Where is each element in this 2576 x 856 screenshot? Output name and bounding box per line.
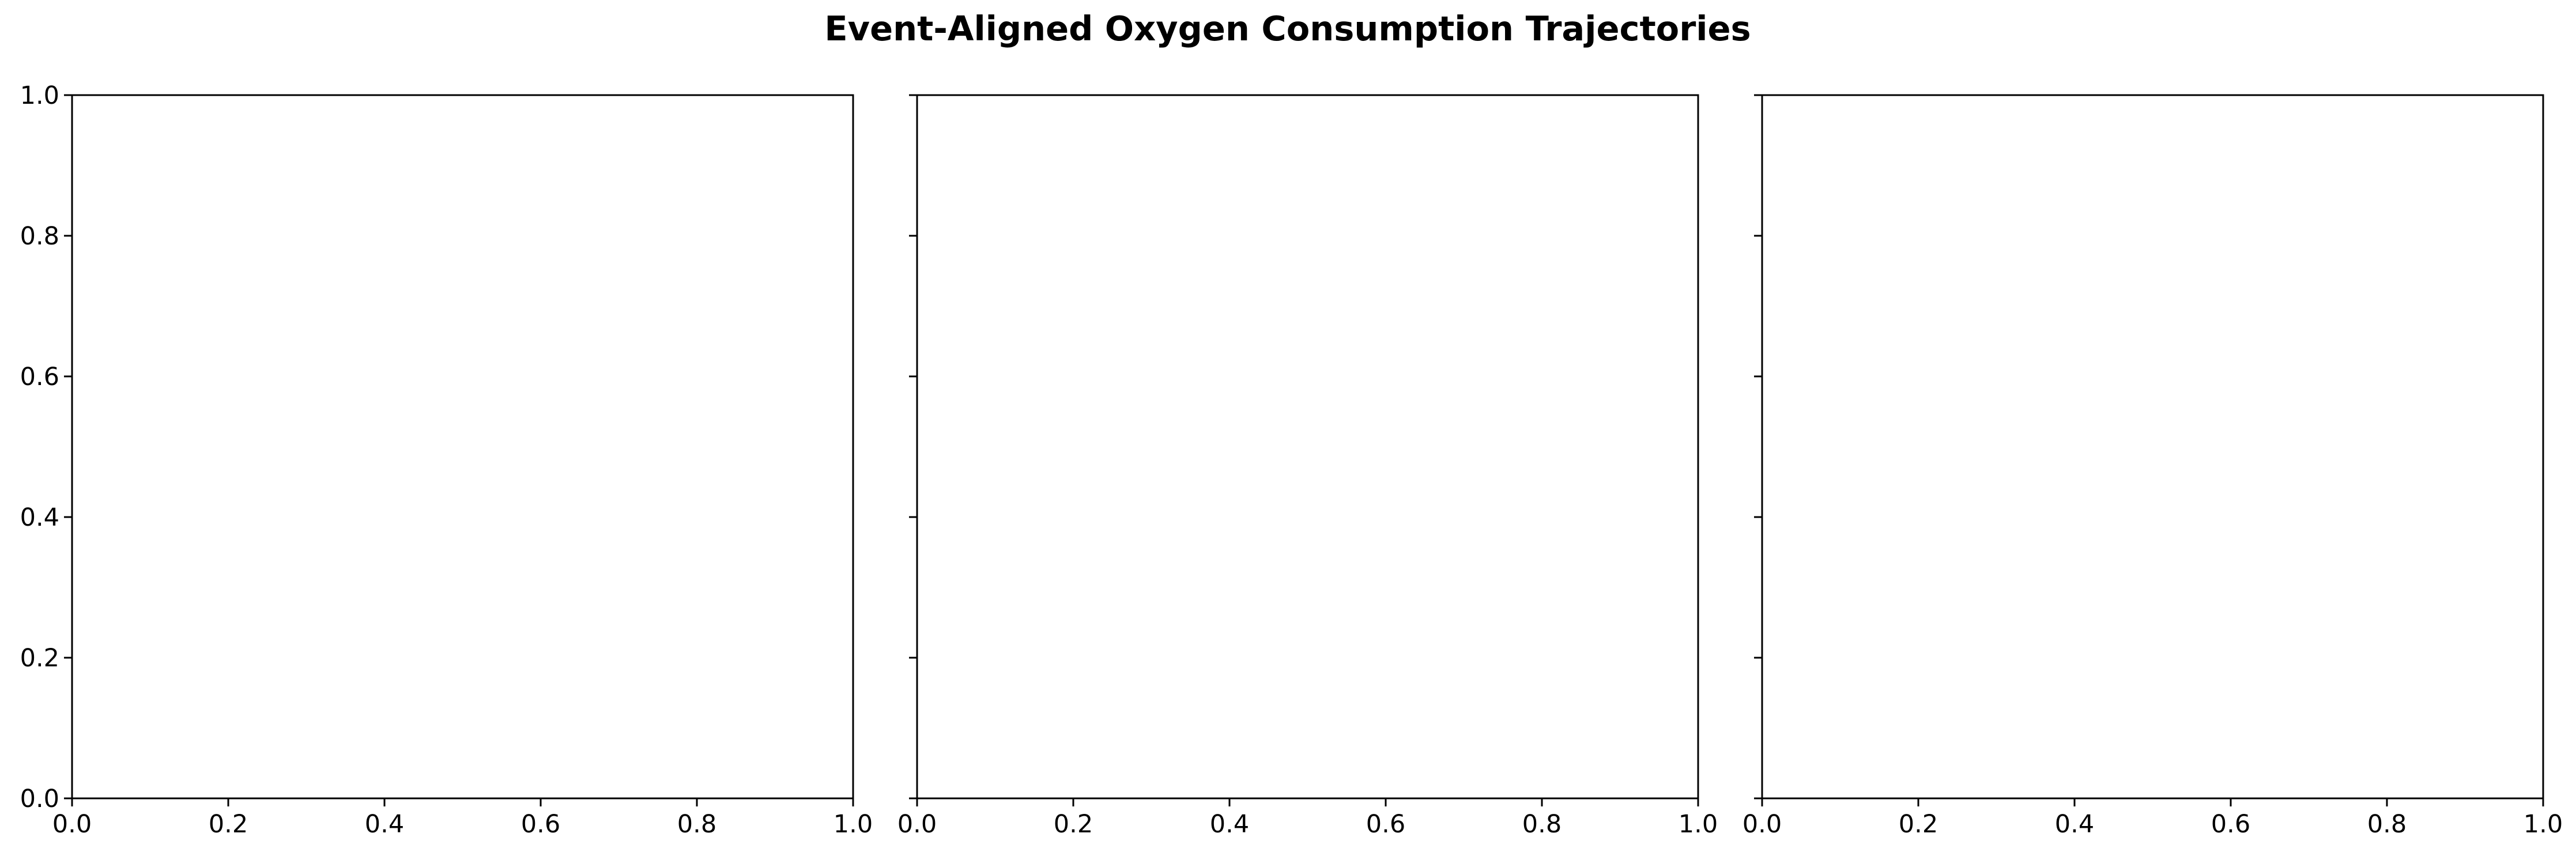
y-tick-label: 0.4 xyxy=(20,503,59,532)
x-tick-label: 0.4 xyxy=(365,810,404,839)
x-tick-label: 1.0 xyxy=(2524,810,2563,839)
x-tick-label: 0.8 xyxy=(677,810,716,839)
x-axis: 0.0 0.2 0.4 0.6 0.8 1.0 xyxy=(897,798,1718,839)
x-tick-label: 0.0 xyxy=(52,810,92,839)
y-tick-label: 0.8 xyxy=(20,222,59,251)
subplot-1: 0.0 0.2 0.4 0.6 0.8 1.0 0.0 0.2 0.4 0.6 0.8 1.0 xyxy=(20,81,873,839)
y-axis xyxy=(1754,94,1762,800)
y-axis xyxy=(909,94,917,800)
x-tick-label: 0.2 xyxy=(209,810,248,839)
x-tick-label: 0.2 xyxy=(1054,810,1093,839)
x-axis: 0.0 0.2 0.4 0.6 0.8 1.0 xyxy=(52,798,873,839)
figure-title: Event-Aligned Oxygen Consumption Traject… xyxy=(824,9,1751,48)
y-tick-label: 0.2 xyxy=(20,644,59,673)
x-tick-label: 0.6 xyxy=(521,810,560,839)
axes-frame xyxy=(1761,94,2544,800)
subplot-3: 0.0 0.2 0.4 0.6 0.8 1.0 xyxy=(1743,94,2563,839)
x-tick-label: 0.4 xyxy=(2055,810,2094,839)
x-tick-label: 0.8 xyxy=(1522,810,1562,839)
x-tick-label: 0.8 xyxy=(2367,810,2407,839)
x-tick-label: 1.0 xyxy=(1679,810,1718,839)
x-tick-label: 0.0 xyxy=(1743,810,1782,839)
plot-area xyxy=(1762,95,2543,798)
subplot-panels: 0.0 0.2 0.4 0.6 0.8 1.00.00.20.40.60.81.00.0 0… xyxy=(20,81,2563,839)
y-tick-label: 0.0 xyxy=(20,785,59,813)
y-tick-label: 0.6 xyxy=(20,363,59,391)
x-axis: 0.0 0.2 0.4 0.6 0.8 1.0 xyxy=(1743,798,2563,839)
y-axis: 0.0 0.2 0.4 0.6 0.8 1.0 xyxy=(20,81,72,813)
x-tick-label: 0.6 xyxy=(1366,810,1405,839)
x-tick-label: 0.2 xyxy=(1899,810,1938,839)
y-tick-label: 1.0 xyxy=(20,81,59,110)
x-tick-label: 0.0 xyxy=(897,810,937,839)
axes-frame xyxy=(916,94,1699,800)
x-tick-label: 0.6 xyxy=(2211,810,2250,839)
plot-area xyxy=(917,95,1698,798)
axes-frame xyxy=(71,94,854,800)
x-tick-label: 0.4 xyxy=(1210,810,1249,839)
x-tick-label: 1.0 xyxy=(833,810,873,839)
plot-area xyxy=(72,95,853,798)
subplot-2: 0.0 0.2 0.4 0.6 0.8 1.0 xyxy=(897,94,1718,839)
